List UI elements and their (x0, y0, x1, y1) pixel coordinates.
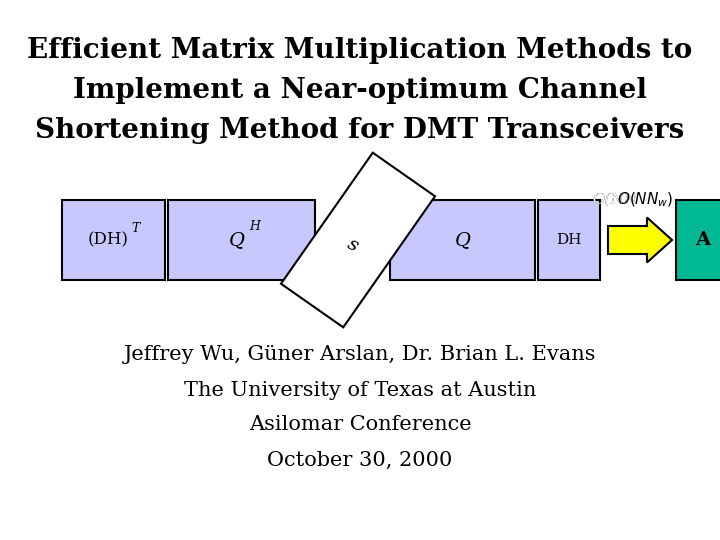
Text: Asilomar Conference: Asilomar Conference (248, 415, 472, 435)
Text: Efficient Matrix Multiplication Methods to: Efficient Matrix Multiplication Methods … (27, 37, 693, 64)
Bar (676, 200, 720, 280)
Bar (390, 200, 535, 280)
Text: Implement a Near-optimum Channel: Implement a Near-optimum Channel (73, 77, 647, 104)
Text: October 30, 2000: October 30, 2000 (267, 450, 453, 469)
Text: The University of Texas at Austin: The University of Texas at Austin (184, 381, 536, 400)
Text: T: T (131, 221, 140, 234)
Bar (168, 200, 315, 280)
Text: O(NN: O(NN (593, 193, 638, 207)
Text: A: A (696, 231, 711, 249)
Text: Q: Q (454, 231, 470, 249)
Text: Q: Q (228, 231, 245, 249)
Bar (538, 200, 600, 280)
Bar (62, 200, 165, 280)
Polygon shape (281, 153, 435, 327)
Text: $O(NN_w)$: $O(NN_w)$ (617, 191, 673, 209)
Text: (DH): (DH) (88, 232, 129, 248)
Text: O(NN: O(NN (593, 193, 638, 207)
FancyArrow shape (608, 218, 672, 262)
Text: H: H (249, 219, 260, 233)
Text: Jeffrey Wu, Güner Arslan, Dr. Brian L. Evans: Jeffrey Wu, Güner Arslan, Dr. Brian L. E… (124, 346, 596, 365)
Text: s: s (344, 235, 362, 255)
Text: DH: DH (557, 233, 582, 247)
Text: Shortening Method for DMT Transceivers: Shortening Method for DMT Transceivers (35, 117, 685, 144)
